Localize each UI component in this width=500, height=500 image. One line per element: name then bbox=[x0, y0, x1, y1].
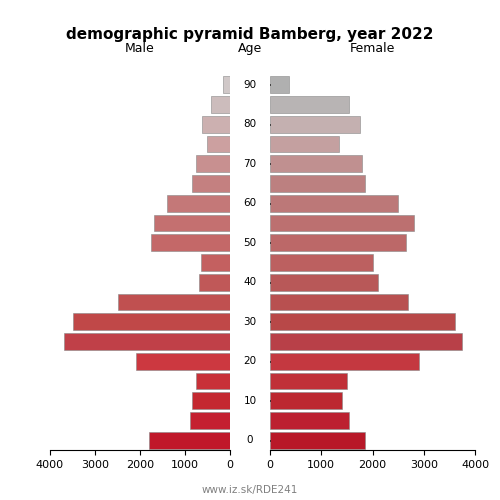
Bar bbox=[196, 372, 230, 390]
Bar bbox=[201, 254, 230, 271]
Bar bbox=[151, 234, 230, 251]
Bar bbox=[270, 195, 398, 212]
Text: 30: 30 bbox=[244, 316, 256, 326]
Bar bbox=[270, 274, 378, 290]
Text: 40: 40 bbox=[244, 277, 256, 287]
Bar bbox=[154, 214, 230, 232]
Bar bbox=[270, 76, 289, 94]
Text: 0: 0 bbox=[247, 435, 254, 445]
Bar bbox=[136, 353, 230, 370]
Bar bbox=[270, 353, 418, 370]
Text: 90: 90 bbox=[244, 80, 256, 90]
Bar bbox=[196, 156, 230, 172]
Text: 10: 10 bbox=[244, 396, 256, 406]
Bar bbox=[270, 372, 347, 390]
Bar bbox=[270, 136, 339, 152]
Bar bbox=[167, 195, 230, 212]
Bar bbox=[270, 294, 408, 310]
Bar bbox=[270, 96, 349, 113]
Text: demographic pyramid Bamberg, year 2022: demographic pyramid Bamberg, year 2022 bbox=[66, 28, 434, 42]
Bar bbox=[270, 175, 365, 192]
Text: www.iz.sk/RDE241: www.iz.sk/RDE241 bbox=[202, 485, 298, 495]
Text: Age: Age bbox=[238, 42, 262, 55]
Bar bbox=[270, 254, 372, 271]
Bar bbox=[192, 175, 230, 192]
Bar bbox=[270, 392, 342, 409]
Bar bbox=[206, 136, 230, 152]
Bar bbox=[270, 333, 462, 350]
Bar bbox=[270, 156, 362, 172]
Bar bbox=[149, 432, 230, 448]
Bar bbox=[72, 314, 230, 330]
Bar bbox=[270, 234, 406, 251]
Text: Male: Male bbox=[125, 42, 155, 55]
Bar bbox=[270, 314, 454, 330]
Bar bbox=[270, 432, 365, 448]
Bar bbox=[192, 392, 230, 409]
Bar bbox=[224, 76, 230, 94]
Text: Female: Female bbox=[350, 42, 395, 55]
Text: 70: 70 bbox=[244, 159, 256, 169]
Bar bbox=[190, 412, 230, 429]
Bar bbox=[270, 214, 414, 232]
Text: 20: 20 bbox=[244, 356, 256, 366]
Bar bbox=[270, 116, 360, 132]
Bar bbox=[210, 96, 230, 113]
Text: 80: 80 bbox=[244, 120, 256, 130]
Bar bbox=[198, 274, 230, 290]
Text: 60: 60 bbox=[244, 198, 256, 208]
Bar bbox=[118, 294, 230, 310]
Bar bbox=[64, 333, 230, 350]
Bar bbox=[202, 116, 230, 132]
Text: 50: 50 bbox=[244, 238, 256, 248]
Bar bbox=[270, 412, 349, 429]
